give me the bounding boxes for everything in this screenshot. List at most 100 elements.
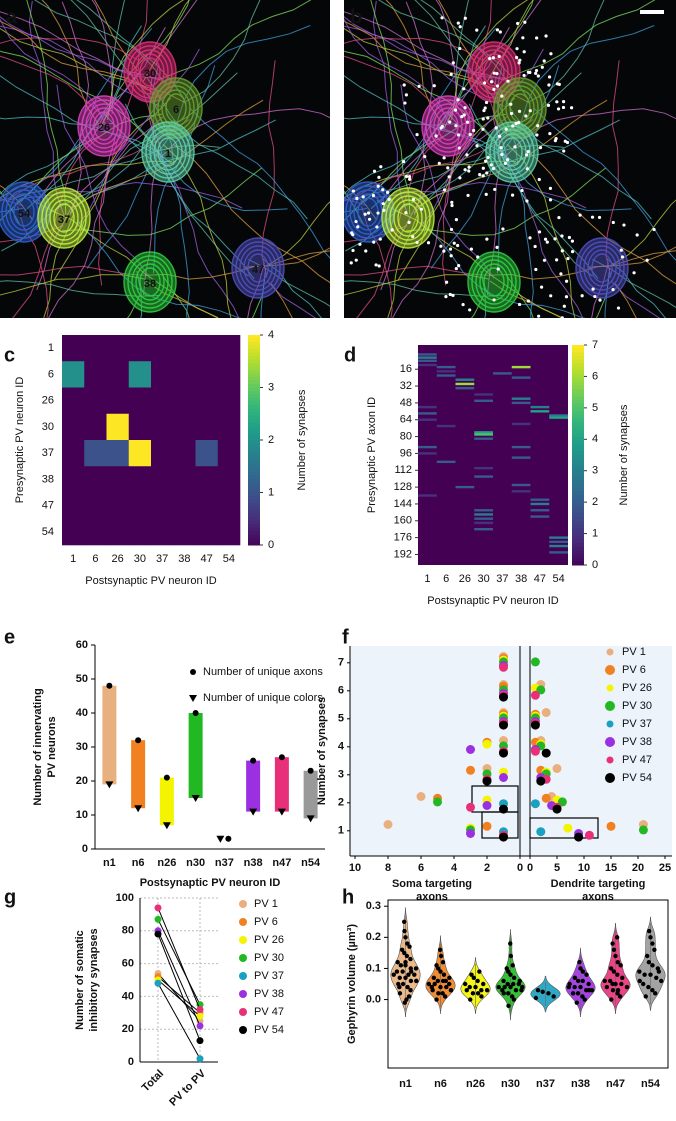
synapse-dot xyxy=(535,133,539,137)
neurite xyxy=(344,265,493,277)
synapse-dot xyxy=(597,215,602,220)
synapse-dot xyxy=(482,108,486,113)
data-point xyxy=(506,991,511,996)
colorbar-segment xyxy=(572,480,584,485)
colorbar-tick-label: 4 xyxy=(592,433,598,445)
synapse-dot xyxy=(379,165,383,169)
soma xyxy=(475,259,513,305)
synapse-dot xyxy=(444,295,448,299)
range-bar xyxy=(159,777,174,826)
neurite xyxy=(74,119,277,207)
x-axis-label: Postsynaptic PV neuron ID xyxy=(85,575,217,587)
y-axis-label: Presynaptic PV axon ID xyxy=(366,397,378,513)
soma xyxy=(471,45,517,99)
soma xyxy=(81,99,127,153)
data-point xyxy=(471,975,476,980)
data-point xyxy=(563,823,573,833)
legend-label: PV 6 xyxy=(622,664,646,676)
colorbar-segment xyxy=(572,356,584,361)
data-point xyxy=(582,997,587,1002)
x-tick-label: PV to PV xyxy=(167,1067,208,1108)
colorbar-segment xyxy=(572,407,584,412)
data-point xyxy=(440,960,446,965)
data-point xyxy=(541,708,551,717)
y-tick-label: 10 xyxy=(76,809,88,821)
synapse-dot xyxy=(446,166,450,170)
data-point xyxy=(482,739,492,749)
y-axis-label: Gephyrin volume (µm³) xyxy=(346,924,358,1044)
y-tick-label: 40 xyxy=(122,990,134,1002)
synapse-dot xyxy=(449,227,454,232)
synapse-dot xyxy=(521,36,525,40)
neurite xyxy=(0,265,149,277)
legend-label: PV 47 xyxy=(622,754,652,766)
synapse-dot xyxy=(555,100,559,104)
x-tick-label: 1 xyxy=(424,573,430,585)
soma xyxy=(49,199,79,237)
heatmap-cell xyxy=(549,551,568,554)
data-point xyxy=(433,797,442,807)
x-tick-label: 8 xyxy=(385,862,391,874)
neurite xyxy=(387,215,418,318)
synapse-dot xyxy=(417,84,421,88)
data-point xyxy=(510,963,515,968)
synapse-dot xyxy=(440,16,444,20)
heatmap-cell xyxy=(217,361,241,388)
panel-letter: a xyxy=(6,6,18,28)
dot-marker xyxy=(135,737,142,744)
heatmap-cell xyxy=(173,466,196,493)
colorbar-tick-label: 2 xyxy=(592,496,598,508)
synapse-dot xyxy=(504,127,508,131)
soma xyxy=(139,57,161,87)
synapse-dot xyxy=(460,114,464,119)
data-point xyxy=(656,969,662,974)
synapse-dot xyxy=(534,71,538,75)
heatmap-cell xyxy=(511,490,531,493)
synapse-dot xyxy=(500,152,504,157)
synapse-dot xyxy=(481,166,485,170)
neurite xyxy=(0,160,172,199)
y-tick-label: 32 xyxy=(400,380,412,392)
x-tick-label: 30 xyxy=(134,553,146,565)
synapse-dot xyxy=(448,247,453,251)
data-point xyxy=(602,978,608,984)
neurite xyxy=(157,149,240,318)
heatmap-cell xyxy=(530,515,550,518)
data-point xyxy=(443,978,448,984)
colorbar-segment xyxy=(248,338,260,343)
synapse-dot xyxy=(519,333,522,336)
dot-marker xyxy=(190,669,196,675)
data-point xyxy=(399,947,405,952)
soma xyxy=(579,241,625,295)
colorbar-segment xyxy=(572,506,584,511)
synapse-dot xyxy=(366,211,371,215)
colorbar-tick-label: 4 xyxy=(268,329,274,341)
synapse-dot xyxy=(566,256,570,261)
colorbar-segment xyxy=(572,345,584,350)
synapse-dot xyxy=(506,158,510,162)
neurite xyxy=(98,70,136,286)
neurite xyxy=(0,185,33,220)
data-point xyxy=(475,978,480,984)
synapse-dot xyxy=(381,188,385,192)
neurite xyxy=(34,0,166,84)
synapse-dot xyxy=(611,288,615,292)
data-point xyxy=(395,960,400,965)
synapse-dot xyxy=(449,72,453,76)
neurite xyxy=(0,55,102,114)
y-tick-label: 7 xyxy=(338,657,344,669)
colorbar-segment xyxy=(248,538,260,542)
legend-marker xyxy=(606,684,614,692)
synapse-dot xyxy=(546,103,551,107)
synapse-dot xyxy=(620,255,625,259)
heatmap-cell xyxy=(84,466,107,493)
synapse-dot xyxy=(481,127,485,131)
synapse-dot xyxy=(517,121,521,125)
synapse-dot xyxy=(486,332,489,335)
data-point xyxy=(196,1055,204,1063)
heatmap-cell xyxy=(418,405,437,409)
synapse-dot xyxy=(506,79,510,83)
synapse-dot xyxy=(555,258,559,262)
heatmap-cell xyxy=(173,335,196,362)
neurite xyxy=(12,136,100,318)
